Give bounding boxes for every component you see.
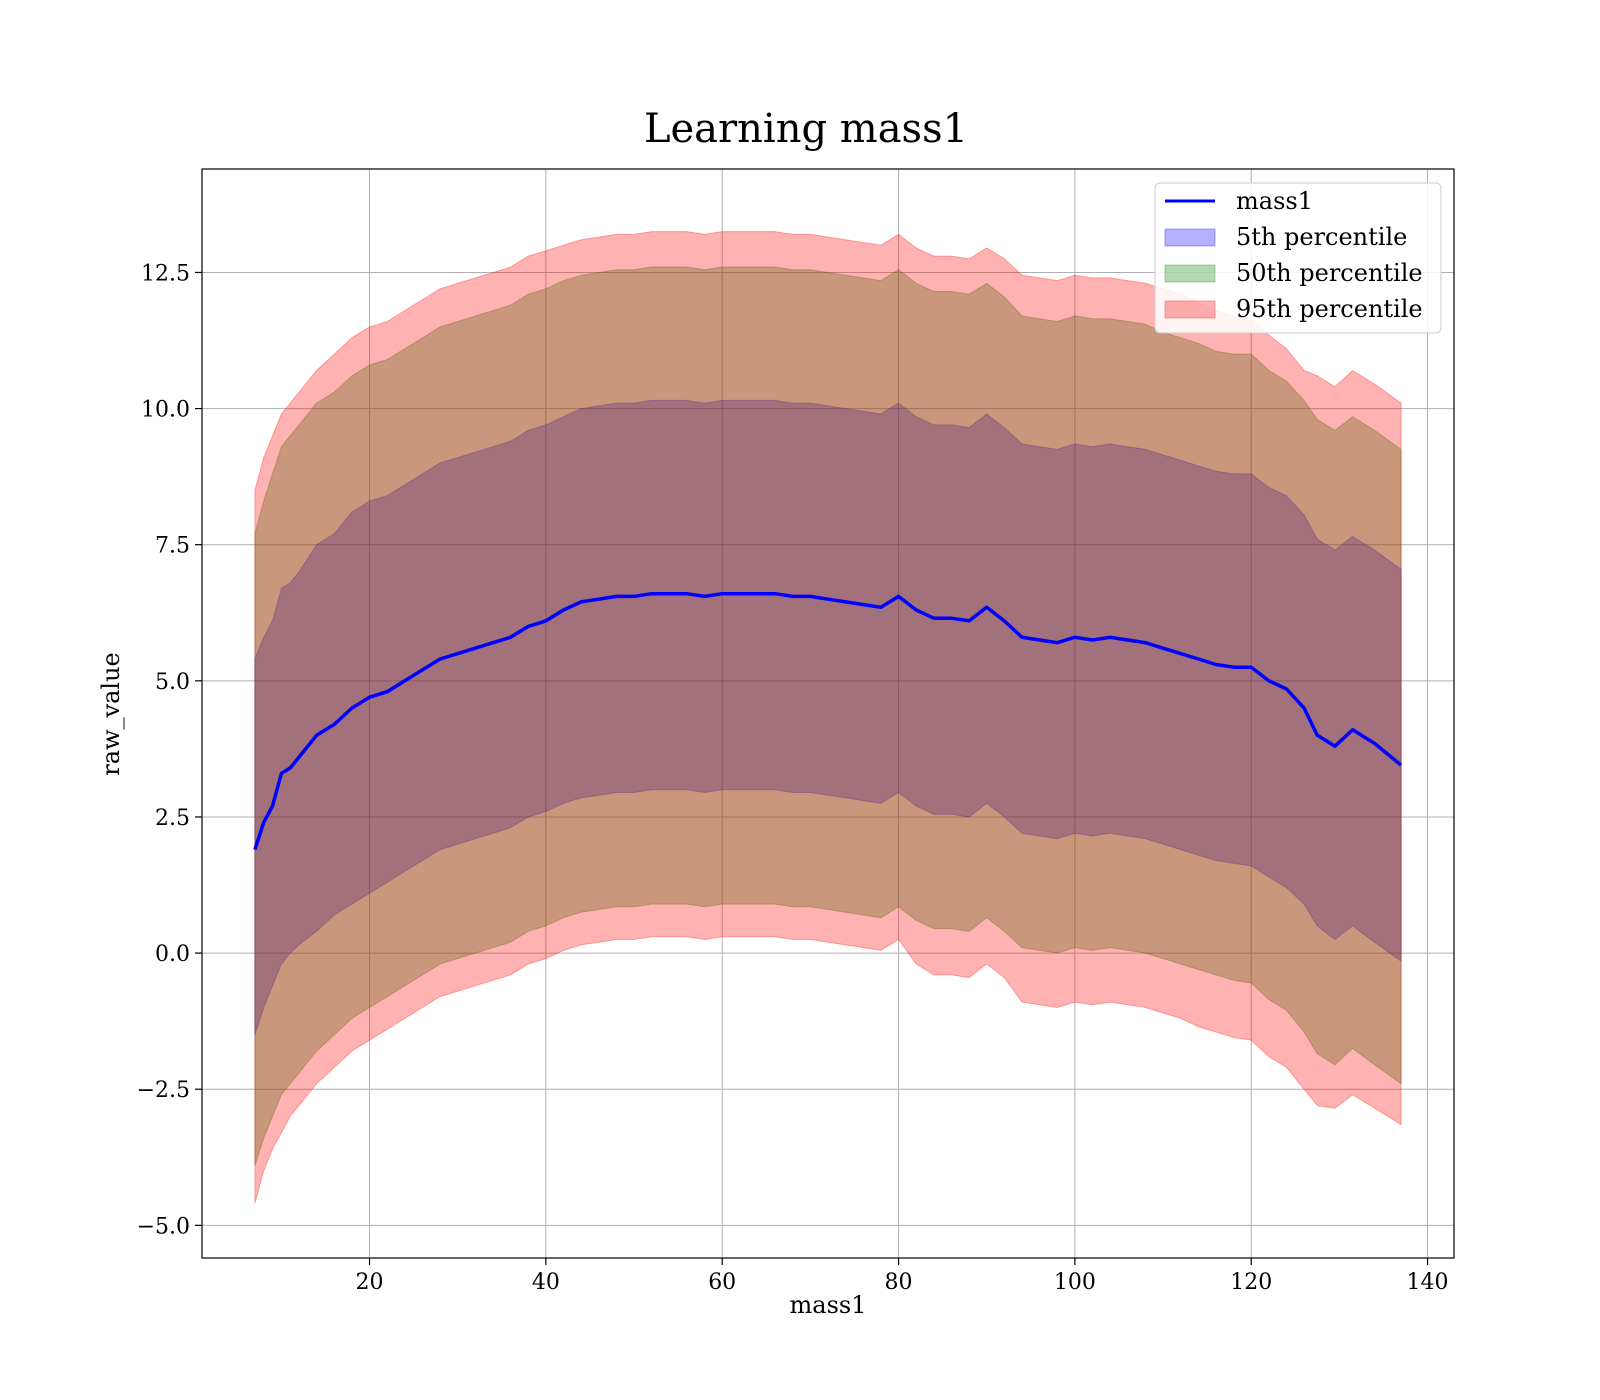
x-tick-label: 20 xyxy=(356,1270,384,1295)
axis-ticks: 20 40 60 80 100 120 140 −5.0 −2.5 0.0 2.5 5.0 7.5 10.… xyxy=(137,261,1449,1295)
grid xyxy=(202,169,1454,1258)
legend-swatch-50th-percentile xyxy=(1164,264,1216,283)
x-tick-label: 100 xyxy=(1054,1270,1096,1295)
legend-swatch-5th-percentile xyxy=(1164,228,1216,247)
series-lines xyxy=(253,591,1403,851)
band-95th-percentile xyxy=(254,231,1402,1204)
y-tick-label: 2.5 xyxy=(155,806,190,831)
legend-box xyxy=(1154,182,1442,334)
band-5th-percentile xyxy=(254,399,1402,1035)
legend-label-mass1: mass1 xyxy=(1236,187,1313,215)
y-tick-label: 12.5 xyxy=(141,261,190,286)
y-axis-label: raw_value xyxy=(97,652,125,776)
x-tick-label: 40 xyxy=(532,1270,560,1295)
y-tick-label: 5.0 xyxy=(155,670,190,695)
legend: mass1 5th percentile 50th percentile 95t… xyxy=(1154,182,1442,334)
band-50th-percentile xyxy=(254,266,1402,1166)
legend-label-5th-percentile: 5th percentile xyxy=(1236,223,1407,251)
legend-label-95th-percentile: 95th percentile xyxy=(1236,295,1423,323)
x-tick-label: 80 xyxy=(885,1270,913,1295)
x-tick-label: 60 xyxy=(708,1270,736,1295)
x-tick-label: 140 xyxy=(1407,1270,1449,1295)
y-tick-label: −2.5 xyxy=(137,1078,190,1103)
legend-swatch-95th-percentile xyxy=(1164,300,1216,319)
line-mass1 xyxy=(253,591,1403,851)
x-tick-label: 120 xyxy=(1230,1270,1272,1295)
percentile-bands xyxy=(254,231,1402,1204)
chart-title: Learning mass1 xyxy=(644,106,968,152)
y-tick-label: 0.0 xyxy=(155,942,190,967)
x-axis-label: mass1 xyxy=(790,1291,867,1319)
y-tick-label: 10.0 xyxy=(141,398,190,423)
y-tick-label: 7.5 xyxy=(155,534,190,559)
y-tick-label: −5.0 xyxy=(137,1214,190,1239)
legend-label-50th-percentile: 50th percentile xyxy=(1236,259,1423,287)
plot-frame xyxy=(201,168,1455,1259)
